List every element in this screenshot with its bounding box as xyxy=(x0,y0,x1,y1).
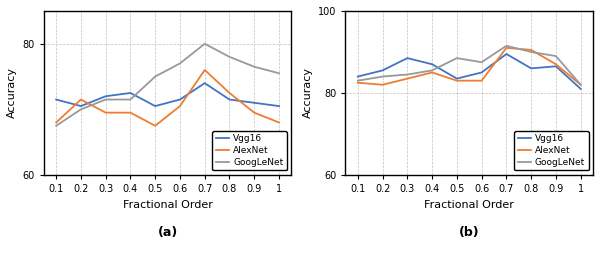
AlexNet xyxy=(428,71,436,74)
AlexNet xyxy=(275,121,283,124)
GoogLeNet xyxy=(102,98,109,101)
Vgg16 xyxy=(275,104,283,108)
AlexNet xyxy=(478,79,485,82)
GoogLeNet xyxy=(226,55,233,58)
Vgg16 xyxy=(226,98,233,101)
X-axis label: Fractional Order: Fractional Order xyxy=(122,200,212,210)
GoogLeNet xyxy=(404,73,411,76)
AlexNet xyxy=(251,111,258,114)
GoogLeNet xyxy=(503,44,510,47)
Vgg16 xyxy=(201,81,208,85)
Vgg16 xyxy=(503,52,510,56)
Vgg16 xyxy=(102,95,109,98)
AlexNet xyxy=(453,79,460,82)
Vgg16 xyxy=(152,104,159,108)
GoogLeNet xyxy=(152,75,159,78)
Line: Vgg16: Vgg16 xyxy=(358,54,581,89)
Vgg16 xyxy=(127,91,134,94)
GoogLeNet xyxy=(553,55,560,58)
GoogLeNet xyxy=(354,79,361,82)
AlexNet xyxy=(527,48,535,51)
Vgg16 xyxy=(577,87,584,90)
GoogLeNet xyxy=(379,75,386,78)
Vgg16 xyxy=(53,98,60,101)
AlexNet xyxy=(577,83,584,86)
Vgg16 xyxy=(453,77,460,80)
GoogLeNet xyxy=(251,65,258,68)
Vgg16 xyxy=(176,98,184,101)
AlexNet xyxy=(127,111,134,114)
Vgg16 xyxy=(379,69,386,72)
Line: AlexNet: AlexNet xyxy=(358,48,581,85)
AlexNet xyxy=(53,121,60,124)
AlexNet xyxy=(226,91,233,94)
Y-axis label: Accuracy: Accuracy xyxy=(302,67,313,118)
Title: (a): (a) xyxy=(157,226,178,239)
Vgg16 xyxy=(354,75,361,78)
AlexNet xyxy=(354,81,361,84)
GoogLeNet xyxy=(428,69,436,72)
Line: Vgg16: Vgg16 xyxy=(56,83,279,106)
Y-axis label: Accuracy: Accuracy xyxy=(7,67,17,118)
Vgg16 xyxy=(527,67,535,70)
Legend: Vgg16, AlexNet, GoogLeNet: Vgg16, AlexNet, GoogLeNet xyxy=(514,131,589,170)
GoogLeNet xyxy=(77,108,85,111)
GoogLeNet xyxy=(53,124,60,127)
X-axis label: Fractional Order: Fractional Order xyxy=(424,200,514,210)
GoogLeNet xyxy=(127,98,134,101)
Vgg16 xyxy=(478,71,485,74)
AlexNet xyxy=(201,68,208,72)
GoogLeNet xyxy=(453,57,460,60)
Line: AlexNet: AlexNet xyxy=(56,70,279,126)
AlexNet xyxy=(553,63,560,66)
Vgg16 xyxy=(553,65,560,68)
Line: GoogLeNet: GoogLeNet xyxy=(358,46,581,85)
Legend: Vgg16, AlexNet, GoogLeNet: Vgg16, AlexNet, GoogLeNet xyxy=(212,131,287,170)
GoogLeNet xyxy=(577,83,584,86)
AlexNet xyxy=(404,77,411,80)
GoogLeNet xyxy=(527,50,535,54)
AlexNet xyxy=(379,83,386,86)
Vgg16 xyxy=(404,57,411,60)
AlexNet xyxy=(176,104,184,108)
AlexNet xyxy=(77,98,85,101)
Line: GoogLeNet: GoogLeNet xyxy=(56,44,279,126)
GoogLeNet xyxy=(201,42,208,45)
AlexNet xyxy=(102,111,109,114)
Vgg16 xyxy=(251,101,258,104)
Vgg16 xyxy=(428,63,436,66)
Title: (b): (b) xyxy=(459,226,479,239)
AlexNet xyxy=(503,46,510,49)
AlexNet xyxy=(152,124,159,127)
GoogLeNet xyxy=(275,72,283,75)
GoogLeNet xyxy=(478,61,485,64)
GoogLeNet xyxy=(176,62,184,65)
Vgg16 xyxy=(77,104,85,108)
